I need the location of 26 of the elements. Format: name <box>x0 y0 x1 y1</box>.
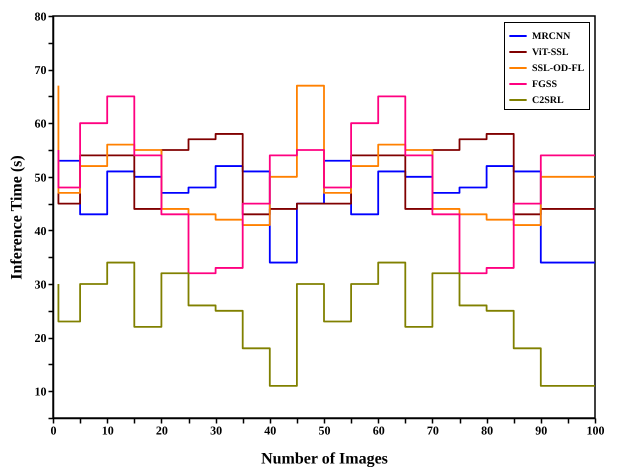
x-tick-label: 70 <box>426 424 439 438</box>
y-axis-title: Inference Time (s) <box>8 155 26 280</box>
y-tick-label: 50 <box>34 170 46 184</box>
x-tick-label: 80 <box>481 424 494 438</box>
y-tick-label: 20 <box>34 331 46 346</box>
x-tick-label: 90 <box>535 424 548 438</box>
x-tick-label: 100 <box>586 424 604 438</box>
x-tick-label: 10 <box>102 424 114 438</box>
y-tick-label: 60 <box>34 116 46 131</box>
x-tick-label: 30 <box>210 424 222 438</box>
legend-label: SSL-OD-FL <box>532 63 585 74</box>
y-tick-label: 40 <box>34 224 46 238</box>
x-tick-label: 20 <box>156 424 168 438</box>
x-axis-title: Number of Images <box>261 450 388 468</box>
y-tick-label: 10 <box>34 384 46 399</box>
y-tick-label: 80 <box>34 10 46 24</box>
x-tick-label: 60 <box>372 424 385 438</box>
legend-label: MRCNN <box>532 31 572 42</box>
y-tick-label: 70 <box>34 63 46 78</box>
legend-label: ViT-SSL <box>532 47 569 58</box>
legend-label: C2SRL <box>532 95 564 106</box>
legend-label: FGSS <box>532 79 558 90</box>
y-tick-label: 30 <box>34 278 46 292</box>
x-tick-label: 0 <box>50 424 56 438</box>
x-tick-label: 40 <box>264 424 276 438</box>
x-tick-label: 50 <box>318 424 330 438</box>
